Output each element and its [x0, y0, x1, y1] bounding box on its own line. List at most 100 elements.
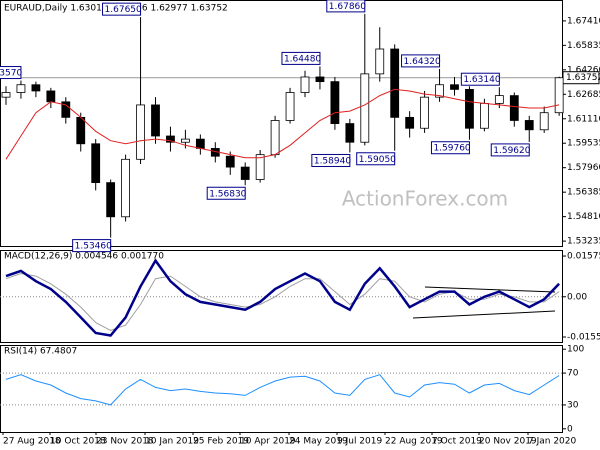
annotation: 1.63140 — [463, 75, 500, 85]
candle-body — [405, 116, 415, 129]
macd-trendline — [424, 286, 556, 293]
x-tick-label: 7 Oct 2019 — [432, 437, 482, 447]
candle-body — [151, 104, 160, 137]
annotation: 1.67650 — [105, 5, 142, 15]
candle-body — [46, 90, 56, 103]
candle-body — [121, 158, 130, 218]
y-tick-label: -0.015568 — [567, 333, 600, 343]
x-tick-label: 20 Nov 2019 — [479, 437, 537, 447]
x-tick-label: 25 Feb 2019 — [193, 437, 249, 447]
annotation-box — [356, 152, 396, 166]
candle-body — [300, 76, 310, 93]
candle-body — [420, 96, 430, 129]
y-tick-label: 1.67410 — [567, 16, 600, 26]
y-tick-label: 1.65835 — [567, 41, 600, 51]
y-tick-label: 100 — [567, 345, 584, 355]
candle-body — [61, 101, 71, 118]
annotation: 1.53460 — [75, 242, 112, 252]
annotation: 1.59050 — [359, 155, 396, 165]
annotation-box — [281, 51, 321, 65]
candle-body — [375, 48, 385, 75]
candle-body — [539, 112, 549, 131]
x-tick-label: 27 Aug 2018 — [3, 437, 61, 447]
y-tick-label: 0 — [567, 424, 573, 434]
candle-body — [524, 120, 534, 131]
rsi-panel — [0, 345, 563, 433]
last-price-label: 1.63752 — [566, 73, 600, 83]
annotation-box — [311, 153, 351, 167]
line — [5, 272, 560, 331]
candle-body — [240, 166, 250, 180]
y-tick-label: 1.64260 — [567, 65, 600, 75]
x-tick-label: 10 Apr 2019 — [240, 437, 296, 447]
y-tick-label: 30 — [567, 400, 579, 410]
annotation-box — [102, 2, 142, 16]
candle-body — [554, 77, 564, 114]
candle-body — [270, 120, 280, 156]
y-tick-label: 0.01575 — [567, 252, 600, 262]
macd-trendline — [412, 310, 556, 319]
candle-body — [435, 84, 444, 98]
price-panel — [0, 0, 563, 247]
annotation: 1.64320 — [404, 57, 441, 67]
candle-body — [166, 135, 175, 143]
x-tick-label: 23 Nov 2018 — [96, 437, 154, 447]
candle-body — [285, 92, 295, 121]
candle-body — [494, 95, 504, 104]
annotation-box — [401, 54, 441, 68]
candle-body — [465, 88, 474, 129]
annotation-box — [460, 72, 500, 86]
annotation: 1.63570 — [0, 69, 22, 79]
x-tick-label: 9 Jul 2019 — [337, 437, 382, 447]
y-tick-label: 70 — [567, 369, 579, 379]
candle-body — [195, 138, 205, 149]
candle-body — [390, 48, 400, 118]
candle-body — [180, 138, 190, 143]
y-tick-label: 1.54810 — [567, 212, 600, 222]
x-tick-label: 22 Aug 2019 — [385, 437, 443, 447]
rsi-title: RSI(14) 67.4807 — [4, 347, 77, 357]
candle-body — [479, 102, 489, 129]
annotation: 1.64480 — [284, 54, 321, 64]
candle-body — [509, 95, 519, 121]
x-tick-label: 10 Oct 2018 — [50, 437, 106, 447]
annotation: 1.59760 — [433, 144, 470, 154]
annotation: 1.67860 — [329, 2, 366, 12]
candle-body — [31, 84, 41, 92]
y-tick-label: 1.57960 — [567, 163, 600, 173]
annotation-box — [0, 66, 22, 80]
y-tick-label: 0.00 — [567, 292, 587, 302]
annotation: 1.59620 — [493, 146, 530, 156]
watermark: ActionForex.com — [342, 187, 508, 211]
candle-body — [91, 143, 101, 184]
y-tick-label: 1.53235 — [567, 237, 600, 247]
candle-body — [360, 73, 370, 143]
y-tick-label: 1.61110 — [567, 114, 600, 124]
line — [5, 88, 560, 160]
candle-body — [225, 155, 235, 168]
candle-body — [16, 84, 26, 93]
candle-body — [76, 116, 86, 145]
candle-body — [106, 182, 116, 218]
x-tick-label: 10 Jan 2019 — [145, 437, 199, 447]
annotation: 1.58940 — [314, 156, 351, 166]
annotation-box — [430, 141, 470, 155]
candle-body — [345, 123, 355, 143]
annotation-box — [206, 186, 246, 200]
candle-body — [315, 76, 325, 83]
annotation-box — [490, 143, 530, 157]
line — [5, 374, 560, 406]
y-tick-label: 1.56385 — [567, 188, 600, 198]
macd-title: MACD(12,26,9) 0.004546 0.001770 — [4, 252, 164, 262]
y-tick-label: 1.62685 — [567, 90, 600, 100]
candle-body — [450, 84, 459, 90]
y-tick-label: 1.59535 — [567, 139, 600, 149]
annotation: 1.56830 — [209, 189, 246, 199]
candle-body — [1, 92, 11, 98]
x-tick-label: 7 Jan 2020 — [528, 437, 576, 447]
x-tick-label: 24 May 2019 — [289, 437, 348, 447]
candle-body — [255, 154, 265, 180]
candle-body — [136, 104, 145, 160]
